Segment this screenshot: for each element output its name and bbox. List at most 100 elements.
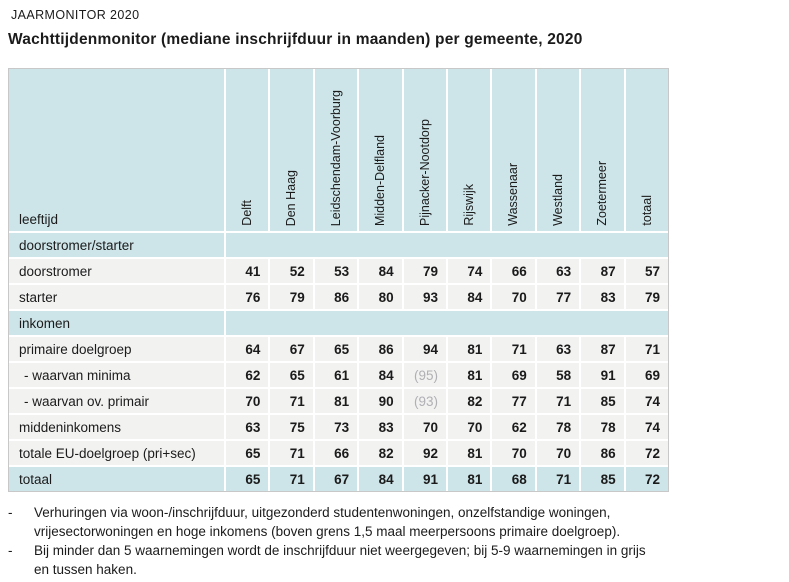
value-cell: 91 bbox=[581, 363, 624, 387]
value-cell: 67 bbox=[270, 337, 313, 361]
value-cell: 81 bbox=[448, 363, 491, 387]
value-cell: 58 bbox=[536, 363, 580, 387]
footnote-item: - Bij minder dan 5 waarnemingen wordt de … bbox=[8, 541, 783, 579]
section-row-label: inkomen bbox=[9, 311, 224, 335]
column-header-label: Zoetermeer bbox=[595, 161, 610, 226]
value-cell: 70 bbox=[448, 415, 491, 439]
value-cell: 71 bbox=[492, 337, 535, 361]
column-header: Delft bbox=[226, 69, 269, 231]
value-cell: 70 bbox=[403, 415, 446, 439]
footnote-text: Verhuringen via woon-/inschrijfduur, uit… bbox=[34, 503, 620, 541]
column-header-label: Delft bbox=[239, 200, 254, 226]
footnote-line: en tussen haken. bbox=[34, 562, 137, 577]
value-cell: 69 bbox=[625, 363, 668, 387]
value-cell: 61 bbox=[314, 363, 358, 387]
value-cell: 86 bbox=[581, 441, 624, 465]
value-cell: 77 bbox=[492, 389, 535, 413]
column-header-label: Rijswijk bbox=[461, 184, 476, 226]
value-cell: 74 bbox=[448, 259, 491, 283]
column-header: Den Haag bbox=[270, 69, 313, 231]
column-header: Rijswijk bbox=[448, 69, 491, 231]
value-cell: 81 bbox=[448, 441, 491, 465]
column-header: Pijnacker-Nootdorp bbox=[403, 69, 446, 231]
footnotes: - Verhuringen via woon-/inschrijfduur, ui… bbox=[8, 503, 783, 579]
value-cell: 82 bbox=[359, 441, 402, 465]
value-cell: 78 bbox=[536, 415, 580, 439]
value-cell: 86 bbox=[359, 337, 402, 361]
value-cell: 94 bbox=[403, 337, 446, 361]
report-kicker: JAARMONITOR 2020 bbox=[11, 8, 140, 22]
value-cell: 70 bbox=[492, 441, 535, 465]
value-cell: 67 bbox=[314, 467, 358, 491]
footnote-text: Bij minder dan 5 waarnemingen wordt de i… bbox=[34, 541, 646, 579]
row-label: - waarvan minima bbox=[9, 363, 224, 387]
column-header-label: Den Haag bbox=[284, 169, 299, 226]
value-cell: 84 bbox=[448, 285, 491, 309]
value-cell: 65 bbox=[226, 441, 269, 465]
value-cell: 90 bbox=[359, 389, 402, 413]
table-grid: leeftijd Delft Den Haag Leidschendam-Voorbu… bbox=[9, 69, 668, 491]
row-label: middeninkomens bbox=[9, 415, 224, 439]
value-cell: 84 bbox=[359, 259, 402, 283]
row-label: totale EU-doelgroep (pri+sec) bbox=[9, 441, 224, 465]
value-cell: (95) bbox=[403, 363, 446, 387]
column-header-label: Westland bbox=[550, 174, 565, 226]
value-cell: 73 bbox=[314, 415, 358, 439]
value-cell: 63 bbox=[536, 259, 580, 283]
value-cell: 82 bbox=[448, 389, 491, 413]
value-cell: 52 bbox=[270, 259, 313, 283]
value-cell: 71 bbox=[270, 467, 313, 491]
value-cell: 71 bbox=[536, 389, 580, 413]
column-header-label: Wassenaar bbox=[506, 163, 521, 226]
footnote-item: - Verhuringen via woon-/inschrijfduur, ui… bbox=[8, 503, 783, 541]
row-label: primaire doelgroep bbox=[9, 337, 224, 361]
section-row-label: doorstromer/starter bbox=[9, 233, 224, 257]
value-cell: 70 bbox=[492, 285, 535, 309]
column-header: Leidschendam-Voorburg bbox=[314, 69, 358, 231]
value-cell: 86 bbox=[314, 285, 358, 309]
value-cell: 65 bbox=[314, 337, 358, 361]
value-cell: 77 bbox=[536, 285, 580, 309]
value-cell: 74 bbox=[625, 415, 668, 439]
value-cell: 85 bbox=[581, 467, 624, 491]
value-cell: 69 bbox=[492, 363, 535, 387]
value-cell: 93 bbox=[403, 285, 446, 309]
value-cell: 66 bbox=[492, 259, 535, 283]
footnote-marker: - bbox=[8, 543, 13, 558]
page-title: Wachttijdenmonitor (mediane inschrijfduu… bbox=[8, 31, 583, 48]
value-cell: 78 bbox=[581, 415, 624, 439]
value-cell: 83 bbox=[359, 415, 402, 439]
row-label: starter bbox=[9, 285, 224, 309]
section-row-fill bbox=[226, 233, 668, 257]
column-header: Wassenaar bbox=[492, 69, 535, 231]
value-cell: 63 bbox=[226, 415, 269, 439]
value-cell: 79 bbox=[625, 285, 668, 309]
column-header: totaal bbox=[625, 69, 668, 231]
value-cell: 62 bbox=[226, 363, 269, 387]
row-label: - waarvan ov. primair bbox=[9, 389, 224, 413]
value-cell: 71 bbox=[270, 389, 313, 413]
value-cell: 72 bbox=[625, 467, 668, 491]
value-cell: 87 bbox=[581, 337, 624, 361]
column-header-label: Leidschendam-Voorburg bbox=[328, 89, 343, 226]
column-header: Midden-Delfland bbox=[359, 69, 402, 231]
value-cell: 87 bbox=[581, 259, 624, 283]
footnote-marker: - bbox=[8, 505, 13, 520]
footnote-line: Bij minder dan 5 waarnemingen wordt de i… bbox=[34, 543, 646, 558]
section-row-fill bbox=[226, 311, 668, 335]
value-cell: 68 bbox=[492, 467, 535, 491]
value-cell: 81 bbox=[448, 337, 491, 361]
footnote-line: Verhuringen via woon-/inschrijfduur, uit… bbox=[34, 505, 611, 520]
value-cell: 81 bbox=[448, 467, 491, 491]
column-header: Zoetermeer bbox=[581, 69, 624, 231]
value-cell: 84 bbox=[359, 467, 402, 491]
value-cell: 81 bbox=[314, 389, 358, 413]
value-cell: 62 bbox=[492, 415, 535, 439]
column-header-label: Midden-Delfland bbox=[373, 134, 388, 226]
value-cell: 70 bbox=[226, 389, 269, 413]
value-cell: 79 bbox=[270, 285, 313, 309]
column-header-label: Pijnacker-Nootdorp bbox=[417, 119, 432, 226]
value-cell: 63 bbox=[536, 337, 580, 361]
value-cell: 57 bbox=[625, 259, 668, 283]
value-cell: 92 bbox=[403, 441, 446, 465]
